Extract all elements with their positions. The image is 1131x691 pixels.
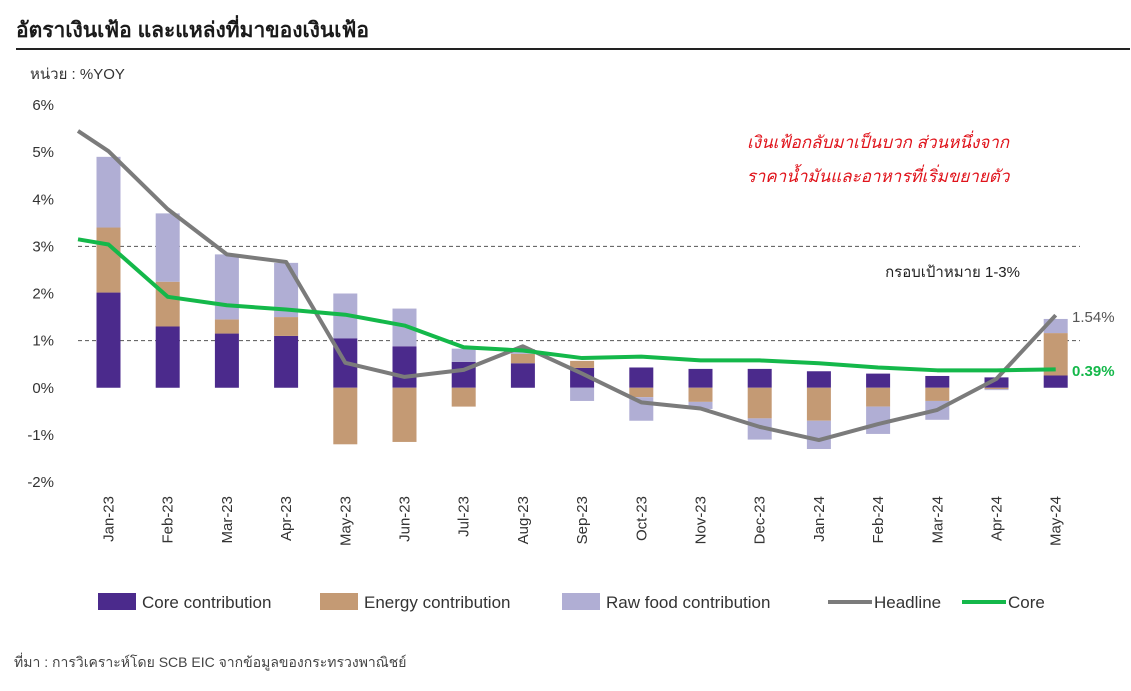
legend-label-energy-contribution: Energy contribution <box>364 593 510 612</box>
unit-label: หน่วย : %YOY <box>30 66 125 83</box>
core-line <box>77 237 1056 373</box>
y-axis-ticks: 6% 5% 4% 3% 2% 1% 0% -1% -2% <box>27 97 54 491</box>
title-divider <box>16 48 1130 50</box>
bar-raw-food-contribution <box>155 213 180 282</box>
x-tick-label: Jul-23 <box>456 496 473 537</box>
x-tick-label: Jan-23 <box>101 496 118 542</box>
bar-core-contribution <box>155 326 180 388</box>
x-tick-label: Jan-24 <box>811 496 828 542</box>
legend-swatch-raw-food-contribution <box>562 593 600 610</box>
bar-energy-contribution <box>274 317 299 336</box>
bar-core-contribution <box>984 377 1009 388</box>
x-tick-label: Apr-24 <box>989 496 1006 541</box>
core-end-label: 0.39% <box>1072 363 1115 380</box>
y-tick-label: -1% <box>27 427 54 444</box>
bar-raw-food-contribution <box>214 254 239 320</box>
bar-core-contribution <box>510 363 535 388</box>
bar-raw-food-contribution <box>806 420 831 450</box>
bar-raw-food-contribution <box>96 156 121 228</box>
y-tick-label: 6% <box>32 97 54 114</box>
bar-raw-food-contribution <box>984 389 1009 391</box>
bar-energy-contribution <box>688 387 713 402</box>
bar-raw-food-contribution <box>688 401 713 409</box>
x-tick-label: Sep-23 <box>574 496 591 544</box>
bar-energy-contribution <box>925 387 950 401</box>
y-tick-label: 0% <box>32 380 54 397</box>
bar-energy-contribution <box>570 360 595 368</box>
x-tick-label: Feb-24 <box>870 496 887 544</box>
bar-energy-contribution <box>96 227 121 293</box>
bar-core-contribution <box>274 335 299 388</box>
x-tick-label: May-24 <box>1048 496 1065 546</box>
annotation-note-line2: ราคาน้ำมันและอาหารที่เริ่มขยายตัว <box>747 163 1011 186</box>
bar-energy-contribution <box>806 387 831 421</box>
y-tick-label: 4% <box>32 191 54 208</box>
x-tick-label: Mar-23 <box>219 496 236 544</box>
legend-label-raw-food-contribution: Raw food contribution <box>606 593 770 612</box>
headline-end-label: 1.54% <box>1072 309 1115 326</box>
x-axis-ticks: Jan-23 Feb-23 Mar-23 Apr-23 May-23 Jun-23 Jul-… <box>101 496 1065 546</box>
bar-core-contribution <box>1043 375 1068 388</box>
bar-core-contribution <box>96 292 121 388</box>
headline-line <box>76 129 1058 443</box>
bar-core-contribution <box>214 333 239 388</box>
bar-core-contribution <box>866 373 891 388</box>
bar-core-contribution <box>629 367 654 388</box>
x-tick-label: Oct-23 <box>633 496 650 541</box>
x-tick-label: Aug-23 <box>515 496 532 544</box>
bar-energy-contribution <box>392 387 417 442</box>
bar-core-contribution <box>925 375 950 388</box>
legend: Core contribution Energy contribution Raw … <box>98 593 1045 612</box>
chart-title: อัตราเงินเฟ้อ และแหล่งที่มาของเงินเฟ้อ <box>16 19 369 42</box>
bar-energy-contribution <box>451 387 476 407</box>
y-tick-label: 5% <box>32 144 54 161</box>
annotation-note-line1: เงินเฟ้อกลับมาเป็นบวก ส่วนหนึ่งจาก <box>747 130 1010 152</box>
x-tick-label: Nov-23 <box>693 496 710 544</box>
y-tick-label: 3% <box>32 238 54 255</box>
bar-core-contribution <box>392 346 417 388</box>
legend-label-core: Core <box>1008 593 1045 612</box>
legend-label-core-contribution: Core contribution <box>142 593 271 612</box>
x-tick-label: Mar-24 <box>929 496 946 544</box>
bar-raw-food-contribution <box>570 387 595 401</box>
x-tick-label: May-23 <box>337 496 354 546</box>
bar-core-contribution <box>747 368 772 388</box>
y-tick-label: 2% <box>32 286 54 303</box>
y-tick-label: 1% <box>32 333 54 350</box>
bar-energy-contribution <box>866 387 891 407</box>
stacked-bars <box>96 156 1068 450</box>
bar-energy-contribution <box>333 387 358 445</box>
legend-swatch-energy-contribution <box>320 593 358 610</box>
legend-swatch-core-contribution <box>98 593 136 610</box>
bar-energy-contribution <box>214 319 239 334</box>
series-lines <box>76 129 1058 443</box>
annotation-target-band: กรอบเป้าหมาย 1-3% <box>885 264 1020 281</box>
x-tick-label: Dec-23 <box>752 496 769 544</box>
bar-energy-contribution <box>984 387 1009 390</box>
source-note: ที่มา : การวิเคราะห์โดย SCB EIC จากข้อมู… <box>14 654 407 670</box>
bar-core-contribution <box>806 371 831 388</box>
bar-energy-contribution <box>629 387 654 398</box>
x-tick-label: Apr-23 <box>278 496 295 541</box>
x-tick-label: Jun-23 <box>397 496 414 542</box>
x-tick-label: Feb-23 <box>160 496 177 544</box>
bar-raw-food-contribution <box>451 348 476 362</box>
gridlines <box>78 245 1080 342</box>
bar-energy-contribution <box>747 387 772 419</box>
legend-label-headline: Headline <box>874 593 941 612</box>
bar-core-contribution <box>688 368 713 388</box>
bar-energy-contribution <box>510 353 535 364</box>
y-tick-label: -2% <box>27 474 54 491</box>
